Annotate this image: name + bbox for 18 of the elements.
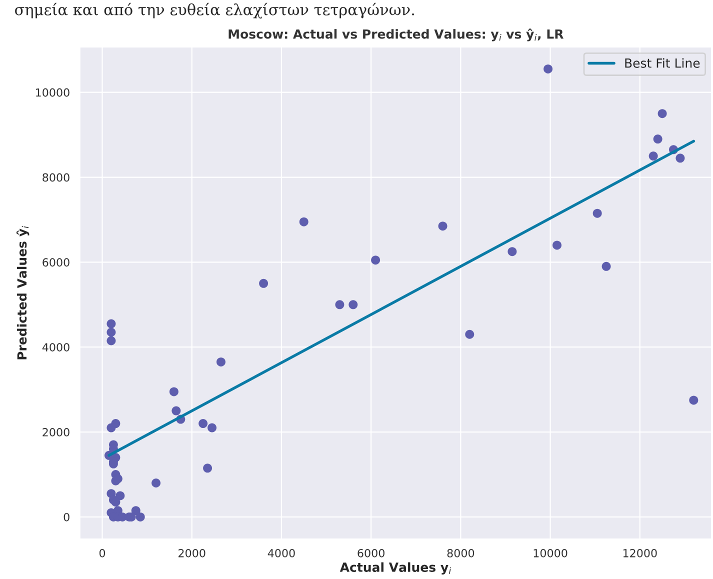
x-tick-label: 2000 bbox=[178, 548, 206, 558]
y-tick-label: 0 bbox=[64, 512, 70, 522]
x-tick-label: 4000 bbox=[268, 548, 295, 558]
y-tick-label: 6000 bbox=[42, 258, 70, 267]
legend-label: Best Fit Line bbox=[625, 58, 700, 68]
y-tick-label: 4000 bbox=[42, 343, 70, 352]
x-tick-label: 0 bbox=[99, 548, 106, 558]
x-axis-title: Actual Values y$_{i}$ bbox=[340, 562, 452, 574]
x-tick-label: 8000 bbox=[447, 548, 474, 558]
y-axis-title: Predicted Values ŷ$_{i}$ bbox=[16, 226, 30, 360]
x-tick-label: 10000 bbox=[534, 548, 568, 558]
x-tick-label: 6000 bbox=[358, 548, 384, 558]
text: σημεία και από την ευθεία ελαχίστων τετραγώνων. bbox=[15, 2, 414, 19]
x-tick-label: 12000 bbox=[623, 548, 657, 558]
y-tick-label: 8000 bbox=[42, 173, 70, 182]
y-tick-label: 10000 bbox=[36, 88, 70, 97]
y-tick-label: 2000 bbox=[42, 428, 70, 436]
chart-title: Moscow: Actual vs Predicted Values: y$_{i}$ vs ŷ$_{i}$, LR bbox=[228, 28, 564, 42]
